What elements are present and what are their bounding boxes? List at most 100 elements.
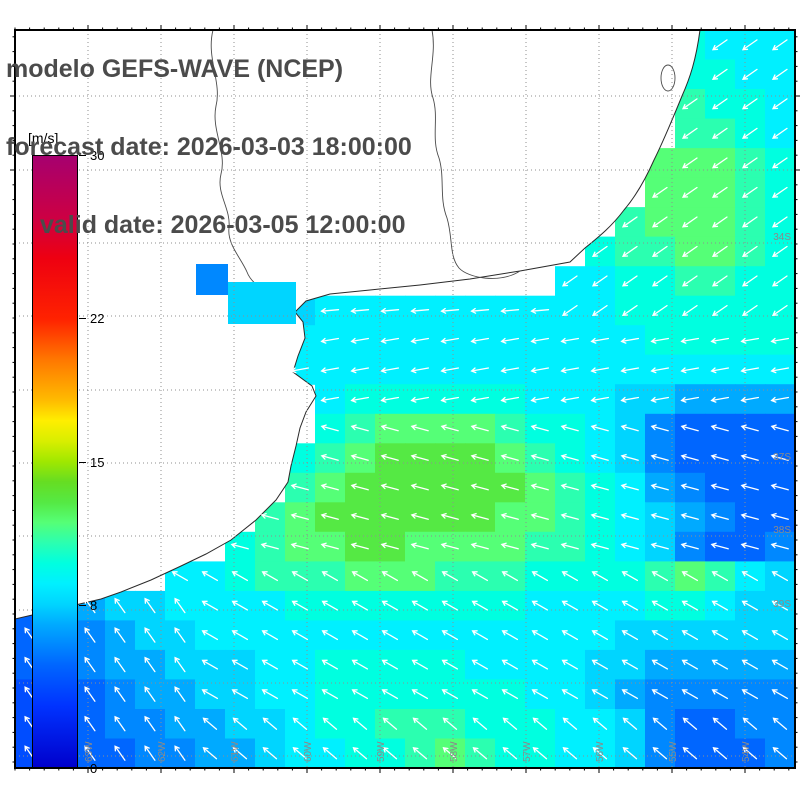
wind-arrow bbox=[231, 571, 249, 582]
wind-arrow bbox=[174, 597, 186, 614]
wind-arrow bbox=[560, 483, 579, 491]
wind-arrow bbox=[651, 659, 669, 670]
wind-arrow bbox=[560, 542, 579, 550]
wind-arrow bbox=[591, 600, 609, 611]
wind-arrow bbox=[351, 659, 369, 670]
wind-arrow bbox=[352, 746, 368, 760]
latitude-label: 34S bbox=[773, 232, 791, 243]
wind-arrow bbox=[711, 659, 729, 670]
plot-frame bbox=[14, 29, 796, 769]
wind-arrow bbox=[320, 453, 339, 461]
wind-arrow bbox=[291, 630, 309, 641]
wind-arrow bbox=[711, 571, 729, 582]
wind-arrow bbox=[380, 542, 399, 550]
wind-arrow bbox=[410, 512, 429, 520]
wind-arrow bbox=[711, 39, 728, 51]
wind-arrow bbox=[380, 396, 400, 403]
wind-arrow bbox=[320, 337, 340, 344]
wind-arrow bbox=[740, 396, 760, 403]
wind-arrow bbox=[770, 542, 789, 550]
wind-arrow bbox=[712, 717, 728, 730]
wind-arrow bbox=[740, 424, 759, 432]
wind-arrow bbox=[590, 483, 609, 491]
wind-arrow bbox=[560, 512, 579, 520]
coastal-lagoon bbox=[660, 64, 676, 92]
wind-arrow bbox=[500, 367, 520, 374]
wind-arrow bbox=[410, 367, 430, 374]
wind-arrow bbox=[411, 689, 429, 700]
river-parana bbox=[210, 29, 296, 307]
wind-arrow bbox=[620, 512, 639, 520]
wind-arrow bbox=[350, 307, 370, 314]
wind-arrow bbox=[741, 39, 758, 51]
wind-arrow bbox=[231, 630, 249, 641]
wind-arrow bbox=[144, 686, 156, 702]
wind-arrow bbox=[530, 542, 549, 550]
forecast-date: forecast date: 2026-03-03 18:00:00 bbox=[6, 133, 412, 161]
wind-arrow bbox=[470, 396, 490, 403]
wind-arrow bbox=[711, 186, 728, 198]
wind-arrow bbox=[532, 717, 548, 730]
wind-arrow bbox=[740, 337, 760, 344]
wind-arrow bbox=[350, 337, 370, 344]
wind-arrow bbox=[174, 656, 186, 673]
wind-arrow bbox=[622, 717, 638, 730]
wind-arrow bbox=[561, 600, 579, 611]
wind-arrow bbox=[531, 630, 549, 641]
wind-arrow bbox=[681, 245, 698, 258]
wind-arrow bbox=[590, 424, 609, 432]
wind-arrow bbox=[201, 659, 219, 670]
wind-arrow bbox=[382, 746, 398, 760]
wind-arrow bbox=[711, 157, 728, 169]
wind-arrow bbox=[771, 571, 789, 582]
wind-arrow bbox=[291, 600, 309, 611]
wind-arrow bbox=[771, 245, 788, 258]
wind-arrow bbox=[440, 367, 460, 374]
wind-arrow bbox=[680, 337, 700, 344]
wind-arrow bbox=[710, 396, 730, 403]
wind-arrow bbox=[680, 367, 700, 374]
wind-arrow bbox=[202, 717, 218, 730]
wind-arrow bbox=[500, 307, 520, 314]
wind-arrow bbox=[532, 746, 548, 760]
wind-arrow bbox=[472, 717, 488, 730]
wind-arrow bbox=[471, 571, 489, 582]
wind-arrow bbox=[710, 367, 730, 374]
wind-arrow bbox=[530, 424, 549, 432]
wind-arrow bbox=[770, 424, 789, 432]
wind-arrow bbox=[741, 304, 758, 317]
wind-arrow bbox=[320, 307, 340, 314]
wind-arrow bbox=[114, 686, 126, 702]
wind-arrow bbox=[440, 307, 460, 314]
wind-arrow bbox=[771, 127, 788, 139]
wind-arrow bbox=[144, 597, 156, 614]
wind-arrow bbox=[410, 396, 430, 403]
wind-arrow bbox=[650, 337, 670, 344]
wind-arrow bbox=[592, 746, 608, 760]
colorbar-unit-label: [m/s] bbox=[26, 130, 61, 146]
wind-arrow bbox=[741, 68, 758, 80]
wind-arrow bbox=[770, 483, 789, 491]
wind-arrow bbox=[650, 512, 669, 520]
wind-arrow bbox=[201, 689, 219, 700]
wind-arrow bbox=[710, 453, 729, 461]
wind-arrow bbox=[561, 630, 579, 641]
wind-arrow bbox=[741, 630, 759, 641]
wind-arrow bbox=[290, 483, 309, 491]
wind-arrow bbox=[590, 396, 610, 403]
wind-arrow bbox=[380, 424, 399, 432]
wind-arrow bbox=[201, 600, 219, 611]
wind-arrow bbox=[712, 746, 728, 760]
wind-arrow bbox=[650, 453, 669, 461]
wind-arrow bbox=[740, 483, 759, 491]
wind-arrow bbox=[500, 453, 519, 461]
wind-arrow bbox=[502, 746, 518, 760]
wind-arrow bbox=[651, 275, 668, 287]
wind-arrow bbox=[650, 424, 669, 432]
wind-arrow bbox=[261, 630, 279, 641]
wind-arrow bbox=[231, 600, 249, 611]
wind-arrow bbox=[261, 600, 279, 611]
wind-arrow bbox=[440, 512, 459, 520]
wind-arrow bbox=[231, 659, 249, 670]
wind-arrow bbox=[620, 483, 639, 491]
